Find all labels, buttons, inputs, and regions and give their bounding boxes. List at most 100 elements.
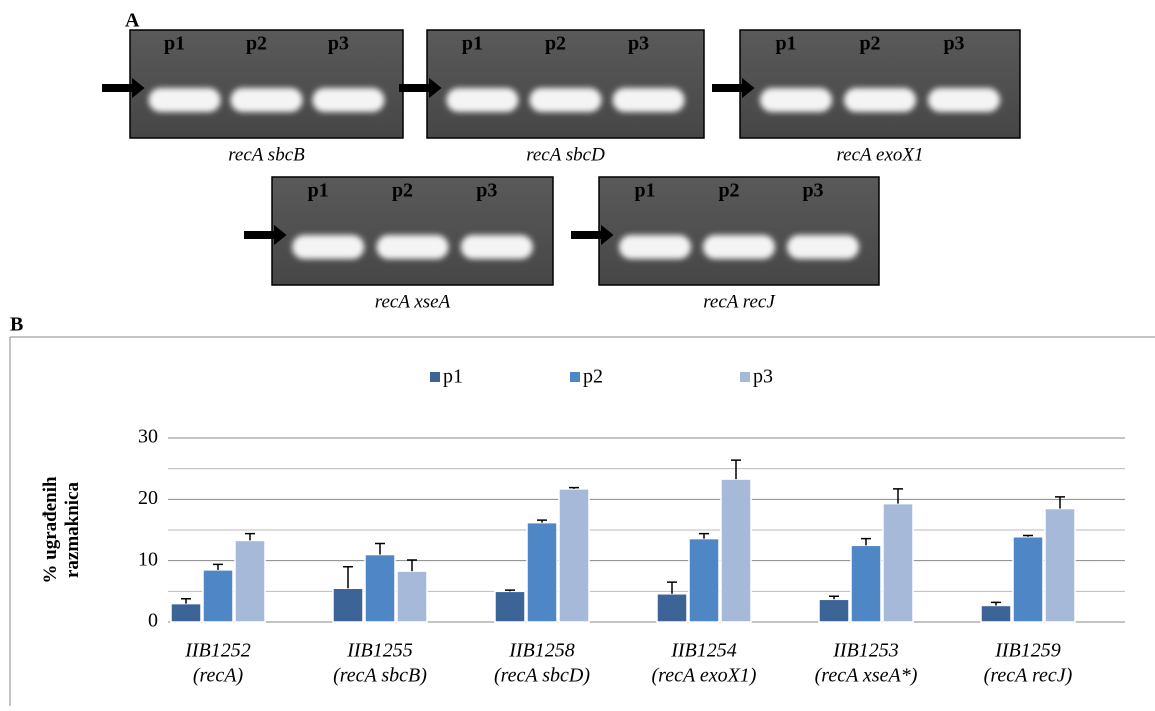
error-bar-line	[667, 581, 677, 594]
x-tick-label: IIB1258	[508, 640, 575, 662]
gel-band	[312, 88, 385, 112]
gel-band	[787, 235, 859, 259]
gel-band	[529, 88, 602, 112]
error-bar	[731, 459, 741, 480]
lane-label: p3	[628, 33, 649, 55]
bar	[818, 598, 850, 623]
error-bar	[213, 563, 223, 570]
error-bar-line	[569, 486, 579, 489]
lane-label: p2	[392, 180, 413, 202]
gel-band	[619, 235, 691, 259]
gel-band	[446, 88, 519, 112]
lane-label: p1	[462, 33, 483, 55]
lane-label: p2	[545, 33, 566, 55]
gel	[598, 176, 880, 286]
lane-label: p3	[476, 180, 497, 202]
gel-band	[376, 235, 449, 259]
bar	[170, 602, 202, 623]
y-axis-label: % ugrađenihrazmaknica	[40, 476, 83, 584]
error-bar-line	[699, 532, 709, 539]
gel-caption: recA sbcD	[526, 144, 605, 165]
lane-label: p1	[308, 180, 329, 202]
x-tick-label: (recA sbcB)	[333, 665, 427, 687]
bar	[882, 502, 914, 623]
bar	[980, 604, 1012, 623]
error-bar	[537, 519, 547, 523]
error-bar	[699, 532, 709, 539]
bar	[1012, 535, 1044, 623]
error-bar	[861, 537, 871, 546]
legend-label: p3	[753, 366, 773, 388]
error-bar	[407, 559, 417, 572]
gel-band	[844, 88, 916, 112]
y-tick-label: 0	[148, 610, 158, 632]
error-bar-line	[731, 459, 741, 480]
bar	[688, 537, 720, 623]
x-tick-label: (recA sbcD)	[494, 665, 590, 687]
error-bar-line	[1055, 496, 1065, 509]
error-bar-line	[1023, 534, 1033, 537]
error-bar	[667, 581, 677, 594]
error-bar-line	[829, 595, 839, 600]
x-tick-label: IIB1252	[184, 640, 251, 662]
gel-caption: recA exoX1	[836, 144, 923, 165]
gel-caption: recA sbcB	[228, 144, 305, 165]
lane-label: p3	[328, 33, 349, 55]
y-axis-label-line: % ugrađenih	[40, 476, 61, 584]
panel-label: A	[125, 10, 140, 32]
lane-label: p2	[859, 33, 880, 55]
gel	[426, 29, 705, 139]
x-tick-label: (recA recJ)	[984, 665, 1073, 687]
x-tick-label: IIB1259	[994, 640, 1061, 662]
bar	[656, 593, 688, 623]
bar	[494, 590, 526, 623]
arrow	[399, 77, 442, 99]
bar	[558, 488, 590, 623]
error-bar	[569, 486, 579, 489]
y-tick-label: 20	[138, 487, 158, 509]
error-bar	[505, 589, 515, 592]
x-tick-label: IIB1253	[832, 640, 899, 662]
legend-label: p1	[443, 366, 463, 388]
error-bar	[829, 595, 839, 600]
gel-band	[760, 88, 832, 112]
arrow	[102, 77, 145, 99]
gel-band	[460, 235, 533, 259]
error-bar-line	[991, 601, 1001, 606]
error-bar-line	[407, 559, 417, 572]
x-tick-label: (recA exoX1)	[652, 665, 757, 687]
error-bar-line	[537, 519, 547, 523]
bar	[1044, 507, 1076, 623]
x-tick-label: IIB1255	[346, 640, 413, 662]
bar	[720, 478, 752, 623]
x-tick-label: IIB1254	[670, 640, 737, 662]
error-bar-line	[213, 563, 223, 570]
lane-label: p1	[634, 180, 655, 202]
legend-swatch	[570, 372, 580, 382]
legend-label: p2	[583, 366, 603, 388]
error-bar	[893, 488, 903, 504]
bar	[364, 553, 396, 623]
legend-swatch	[740, 372, 750, 382]
gel	[271, 176, 554, 286]
gel-band	[148, 88, 221, 112]
bar	[396, 570, 428, 623]
gel-band	[292, 235, 365, 259]
error-bar-line	[861, 537, 871, 546]
error-bar	[245, 532, 255, 541]
x-tick-label: (recA)	[193, 665, 244, 687]
error-bar-line	[375, 542, 385, 555]
error-bar	[1055, 496, 1065, 509]
lane-label: p3	[802, 180, 823, 202]
lane-label: p3	[943, 33, 964, 55]
bar	[526, 521, 558, 623]
arrow	[712, 77, 755, 99]
error-bar-line	[893, 488, 903, 504]
panel-label: B	[10, 314, 23, 336]
error-bar-line	[505, 589, 515, 592]
gel-caption: recA recJ	[703, 291, 776, 312]
lane-label: p2	[246, 33, 267, 55]
lane-label: p2	[718, 180, 739, 202]
bar	[202, 569, 234, 623]
